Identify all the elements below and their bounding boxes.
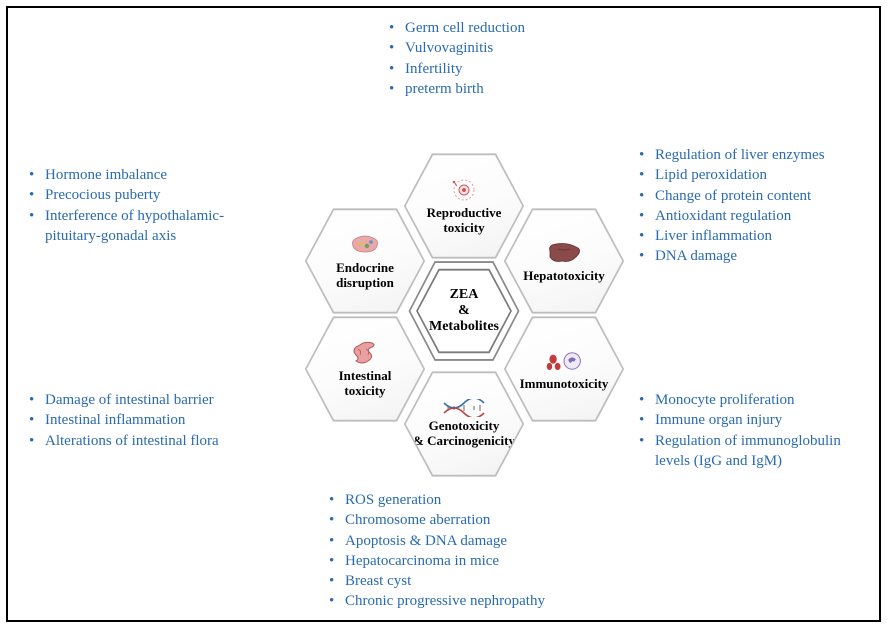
list-endocrine: Hormone imbalancePrecocious pubertyInter… (25, 165, 250, 246)
list-endocrine-items: Hormone imbalancePrecocious pubertyInter… (25, 165, 250, 246)
hex-center-content: ZEA & Metabolites (415, 268, 513, 354)
hex-label-line1: Reproductive (427, 205, 502, 220)
list-item: Interference of hypothalamic-pituitary-g… (45, 206, 250, 247)
hex-label: Intestinal toxicity (339, 369, 392, 399)
hex-label: Endocrine disruption (336, 261, 394, 291)
list-item: Monocyte proliferation (655, 390, 875, 410)
center-line1: ZEA (450, 287, 479, 302)
hex-label-line2: disruption (336, 275, 394, 290)
center-line2: & (458, 303, 470, 318)
intestine-icon (345, 339, 385, 367)
center-line3: Metabolites (429, 319, 499, 334)
list-item: preterm birth (405, 79, 645, 99)
list-item: Regulation of liver enzymes (655, 145, 875, 165)
list-item: Liver inflammation (655, 226, 875, 246)
list-item: Precocious puberty (45, 185, 250, 205)
immune-icon (544, 347, 584, 375)
hex-label: Hepatotoxicity (523, 269, 605, 284)
list-item: Apoptosis & DNA damage (345, 531, 625, 551)
liver-icon (544, 239, 584, 267)
hex-label-line2: toxicity (443, 220, 484, 235)
list-item: Antioxidant regulation (655, 206, 875, 226)
hex-label-line2: toxicity (344, 383, 385, 398)
list-item: Alterations of intestinal flora (45, 431, 285, 451)
list-reproductive: Germ cell reductionVulvovaginitisInferti… (385, 18, 645, 99)
hex-label-line1: Hepatotoxicity (523, 268, 605, 283)
dna-icon (442, 399, 486, 417)
list-item: Chronic progressive nephropathy (345, 591, 625, 611)
hex-label: Reproductive toxicity (427, 206, 502, 236)
hex-label-line2: & Carcinogenicity (413, 433, 515, 448)
reproductive-icon (444, 176, 484, 204)
hex-center: ZEA & Metabolites (405, 258, 523, 364)
hex-label-line1: Endocrine (336, 260, 394, 275)
list-intestinal: Damage of intestinal barrierIntestinal i… (25, 390, 285, 451)
hex-label-line1: Genotoxicity (429, 418, 500, 433)
diagram-root: Germ cell reductionVulvovaginitisInferti… (0, 0, 889, 630)
list-item: DNA damage (655, 246, 875, 266)
hex-label: Immunotoxicity (520, 377, 609, 392)
list-intestinal-items: Damage of intestinal barrierIntestinal i… (25, 390, 285, 451)
endocrine-icon (345, 231, 385, 259)
list-item: Damage of intestinal barrier (45, 390, 285, 410)
list-item: Intestinal inflammation (45, 410, 285, 430)
hex-label-line1: Intestinal (339, 368, 392, 383)
list-item: Hepatocarcinoma in mice (345, 551, 625, 571)
list-item: Lipid peroxidation (655, 165, 875, 185)
list-item: Infertility (405, 59, 645, 79)
center-label: ZEA & Metabolites (429, 287, 499, 335)
hex-inner: ZEA & Metabolites (407, 260, 521, 362)
hex-cluster: Reproductive toxicity Hepatotoxicity (260, 115, 680, 515)
list-item: Vulvovaginitis (405, 38, 645, 58)
list-item: Germ cell reduction (405, 18, 645, 38)
list-item: Change of protein content (655, 186, 875, 206)
list-item: Hormone imbalance (45, 165, 250, 185)
list-item: Breast cyst (345, 571, 625, 591)
hex-label-line1: Immunotoxicity (520, 376, 609, 391)
list-item: Immune organ injury (655, 410, 875, 430)
list-item: Regulation of immunoglobulin levels (IgG… (655, 431, 875, 472)
list-reproductive-items: Germ cell reductionVulvovaginitisInferti… (385, 18, 645, 99)
